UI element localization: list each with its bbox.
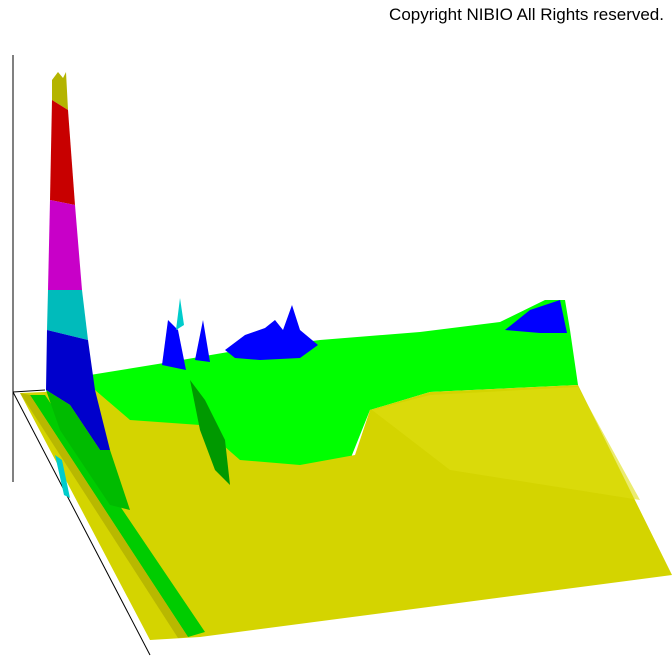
copyright: Copyright NIBIO All Rights reserved.	[389, 5, 664, 24]
small-cyan	[55, 455, 70, 498]
peak-top	[52, 72, 68, 110]
front-strip	[30, 395, 205, 637]
peak-band-red	[50, 100, 75, 205]
depth-axis	[12, 391, 151, 656]
peak-band-green	[46, 390, 130, 510]
base-line	[12, 389, 46, 393]
peak-band-magenta	[48, 200, 82, 290]
blue-peak	[505, 300, 567, 333]
blue-peak	[195, 320, 210, 362]
axes	[12, 55, 151, 656]
peak-band-cyan	[47, 290, 88, 340]
ridge-shadow	[190, 380, 230, 485]
blue-peak	[225, 305, 318, 360]
front-edge	[20, 393, 188, 638]
floor-highlight	[372, 387, 640, 500]
peak-band-blue	[46, 330, 110, 450]
cyan-peak	[176, 298, 184, 330]
blue-peak	[162, 320, 186, 370]
